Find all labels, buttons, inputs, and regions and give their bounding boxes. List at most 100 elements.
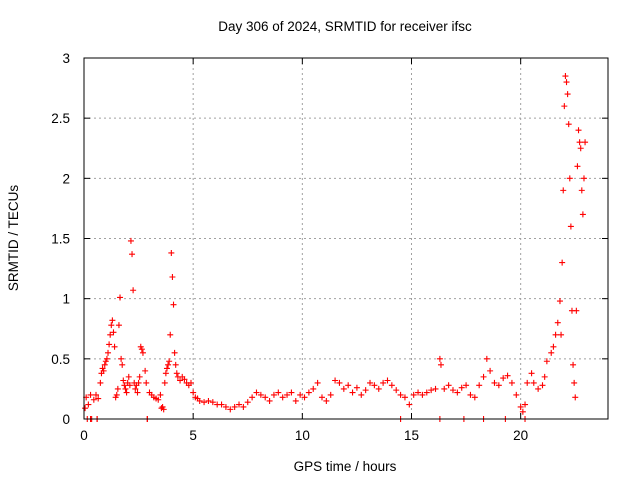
data-point bbox=[90, 396, 97, 403]
data-point bbox=[476, 382, 483, 389]
data-point bbox=[107, 331, 114, 338]
data-point bbox=[196, 397, 203, 404]
data-point bbox=[123, 389, 130, 396]
data-point bbox=[572, 394, 579, 401]
data-point bbox=[297, 391, 304, 398]
data-point bbox=[122, 385, 129, 392]
data-point bbox=[177, 377, 184, 384]
data-point bbox=[168, 249, 175, 256]
data-point bbox=[284, 391, 291, 398]
data-point bbox=[87, 391, 94, 398]
data-point bbox=[336, 379, 343, 386]
data-point bbox=[129, 251, 136, 258]
data-point bbox=[139, 349, 146, 356]
data-point bbox=[292, 397, 299, 404]
data-point bbox=[500, 375, 507, 382]
data-point bbox=[579, 211, 586, 218]
data-point bbox=[132, 385, 139, 392]
y-tick-label: 2.5 bbox=[51, 111, 70, 126]
data-point bbox=[524, 379, 531, 386]
data-point bbox=[222, 403, 229, 410]
data-point bbox=[480, 373, 487, 380]
data-point bbox=[559, 259, 566, 266]
data-point bbox=[332, 377, 339, 384]
data-point bbox=[127, 237, 134, 244]
y-tick-label: 3 bbox=[62, 51, 70, 66]
data-point bbox=[323, 397, 330, 404]
data-point bbox=[358, 391, 365, 398]
data-point bbox=[528, 370, 535, 377]
data-point bbox=[100, 367, 107, 374]
data-point bbox=[504, 372, 511, 379]
data-point bbox=[111, 343, 118, 350]
data-point bbox=[535, 385, 542, 392]
data-point bbox=[171, 349, 178, 356]
data-point bbox=[167, 331, 174, 338]
data-point bbox=[172, 361, 179, 368]
data-point bbox=[570, 361, 577, 368]
x-tick-label: 10 bbox=[295, 428, 310, 443]
data-point bbox=[449, 387, 456, 394]
data-point bbox=[134, 389, 141, 396]
data-point bbox=[577, 145, 584, 152]
data-point bbox=[519, 408, 526, 415]
data-point bbox=[428, 387, 435, 394]
data-point bbox=[106, 341, 113, 348]
data-point bbox=[162, 370, 169, 377]
y-tick-label: 2 bbox=[62, 171, 70, 186]
data-point bbox=[305, 389, 312, 396]
data-point bbox=[513, 391, 520, 398]
data-point bbox=[108, 322, 115, 329]
data-point bbox=[121, 382, 128, 389]
x-tick-label: 15 bbox=[404, 428, 419, 443]
data-point bbox=[95, 395, 102, 402]
data-point bbox=[445, 382, 452, 389]
y-tick-label: 1 bbox=[62, 292, 70, 307]
data-point bbox=[101, 361, 108, 368]
data-point bbox=[143, 379, 150, 386]
data-point bbox=[163, 365, 170, 372]
data-point bbox=[541, 373, 548, 380]
data-point bbox=[471, 394, 478, 401]
data-point bbox=[401, 394, 408, 401]
data-point bbox=[301, 394, 308, 401]
data-point bbox=[467, 391, 474, 398]
x-tick-label: 0 bbox=[80, 428, 88, 443]
data-point bbox=[142, 367, 149, 374]
data-point bbox=[155, 396, 162, 403]
data-point bbox=[244, 399, 251, 406]
data-point bbox=[187, 379, 194, 386]
data-point bbox=[103, 355, 110, 362]
data-point bbox=[257, 391, 264, 398]
data-point bbox=[548, 349, 555, 356]
data-point bbox=[93, 391, 100, 398]
data-point bbox=[318, 394, 325, 401]
data-point bbox=[550, 343, 557, 350]
data-point bbox=[240, 403, 247, 410]
data-point bbox=[173, 370, 180, 377]
axis-ticks bbox=[83, 57, 608, 420]
data-point bbox=[560, 187, 567, 194]
data-point bbox=[458, 384, 465, 391]
data-point bbox=[279, 394, 286, 401]
data-point bbox=[166, 358, 173, 365]
data-point bbox=[110, 329, 117, 336]
data-point bbox=[288, 389, 295, 396]
data-point bbox=[340, 385, 347, 392]
data-point bbox=[266, 397, 273, 404]
data-point bbox=[561, 103, 568, 110]
data-point bbox=[105, 349, 112, 356]
data-point bbox=[571, 379, 578, 386]
data-point bbox=[314, 379, 321, 386]
data-point bbox=[310, 385, 317, 392]
data-point bbox=[582, 139, 589, 146]
data-point bbox=[160, 406, 167, 413]
data-point bbox=[114, 385, 121, 392]
data-point bbox=[517, 403, 524, 410]
data-point bbox=[205, 397, 212, 404]
data-points bbox=[82, 73, 589, 422]
x-tick-label: 20 bbox=[513, 428, 528, 443]
data-point bbox=[161, 379, 168, 386]
y-tick-label: 0.5 bbox=[51, 352, 70, 367]
data-point bbox=[564, 91, 571, 98]
